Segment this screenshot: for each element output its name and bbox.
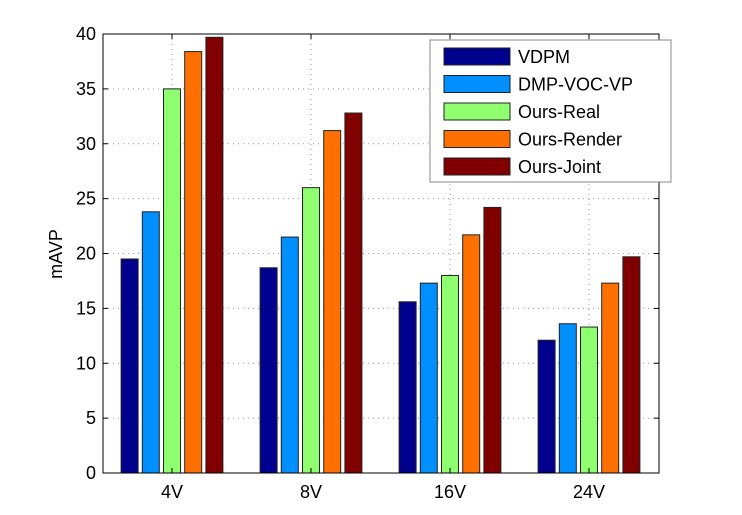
y-tick-label: 35 — [76, 79, 96, 99]
bar-dmp-voc-vp-16v — [419, 282, 438, 474]
bar-vdpm-24v — [537, 339, 556, 474]
legend-label: VDPM — [518, 47, 570, 67]
legend-swatch — [443, 130, 511, 148]
x-tick-label: 8V — [300, 482, 322, 502]
x-axis: 4V 8V 16V 24V — [161, 34, 605, 502]
legend-label: DMP-VOC-VP — [518, 75, 633, 95]
bar-vdpm-4v — [120, 258, 139, 474]
bar-ours-joint-24v — [622, 256, 641, 474]
bar-vdpm-8v — [259, 267, 278, 474]
y-tick-label: 10 — [76, 353, 96, 373]
legend-swatch — [443, 157, 511, 176]
bar-dmp-voc-vp-24v — [558, 323, 577, 474]
bar-vdpm-16v — [398, 301, 417, 474]
legend-swatch — [443, 102, 511, 121]
y-axis-label: mAVP — [46, 229, 66, 279]
bar-dmp-voc-vp-8v — [280, 236, 299, 474]
x-tick-label: 4V — [161, 482, 183, 502]
y-axis: 0 5 10 15 20 25 30 35 40 — [76, 24, 659, 483]
bar-ours-joint-16v — [483, 206, 502, 474]
legend-label: Ours-Render — [518, 130, 622, 150]
legend: VDPM DMP-VOC-VP Ours-Real Ours-Render Ours-J… — [429, 39, 672, 183]
y-tick-label: 15 — [76, 298, 96, 318]
y-tick-label: 30 — [76, 134, 96, 154]
legend-swatch — [443, 75, 511, 93]
y-tick-label: 0 — [86, 463, 96, 483]
bar-ours-joint-4v — [205, 36, 224, 474]
x-tick-label: 24V — [573, 482, 605, 502]
legend-label: Ours-Joint — [518, 157, 601, 177]
bar-dmp-voc-vp-4v — [141, 211, 160, 474]
y-tick-label: 25 — [76, 189, 96, 209]
x-tick-label: 16V — [434, 482, 466, 502]
bar-ours-real-8v — [302, 187, 320, 474]
y-tick-label: 5 — [86, 408, 96, 428]
bars — [120, 36, 641, 474]
legend-label: Ours-Real — [518, 102, 600, 122]
bar-ours-render-8v — [323, 130, 342, 474]
bar-ours-joint-8v — [344, 112, 363, 474]
bar-ours-render-4v — [184, 51, 203, 474]
bar-ours-render-24v — [601, 282, 620, 474]
y-tick-label: 20 — [76, 244, 96, 264]
y-tick-label: 40 — [76, 24, 96, 44]
bar-ours-real-16v — [441, 274, 459, 474]
bar-ours-real-4v — [163, 88, 181, 474]
bar-ours-real-24v — [580, 326, 598, 474]
legend-swatch — [443, 47, 511, 66]
bar-ours-render-16v — [462, 234, 481, 474]
